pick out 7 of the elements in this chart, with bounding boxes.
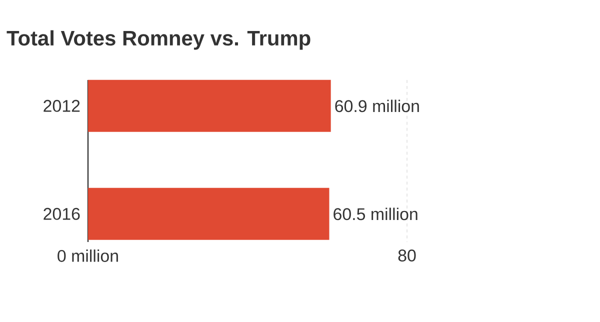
- data-label: 60.9 million: [335, 100, 419, 112]
- x-tick-label: 80: [398, 250, 416, 262]
- data-label: 60.5 million: [334, 208, 418, 220]
- y-tick-label: 2016: [44, 208, 80, 220]
- chart-title: Total Votes Romney vs. Trump: [6, 30, 310, 50]
- y-tick-label: 2012: [44, 100, 80, 112]
- x-tick-label: 0 million: [58, 250, 118, 262]
